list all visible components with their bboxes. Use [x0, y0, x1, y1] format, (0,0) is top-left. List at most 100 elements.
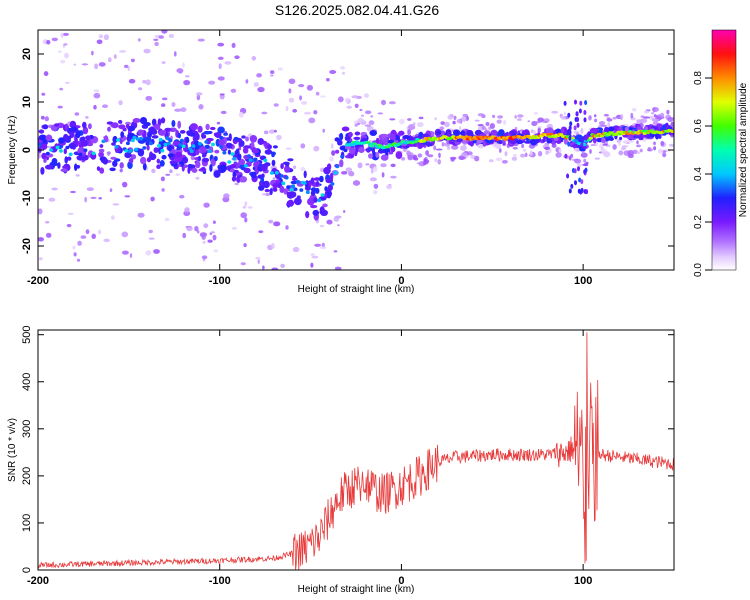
spectrogram-cell: [203, 130, 211, 135]
spectrogram-speckle: [271, 242, 275, 249]
spectrogram-speckle: [326, 219, 333, 225]
spectrogram-speckle: [161, 103, 166, 107]
spectrogram-speckle: [353, 120, 358, 125]
spectrogram-speckle: [320, 246, 327, 250]
spectrogram-cell: [143, 122, 151, 127]
spectrogram-cell: [312, 209, 320, 216]
snr-frame: [37, 329, 675, 571]
spectrogram-speckle: [447, 114, 454, 120]
spectrogram-cell: [177, 132, 181, 139]
snr-y-tick-label: 200: [21, 467, 33, 485]
spectrogram-cell: [201, 132, 205, 139]
spectrogram-cell: [319, 210, 323, 214]
spectrogram-ridge-cell: [134, 147, 139, 152]
spectrogram-speckle: [485, 121, 490, 127]
spectrogram-cell: [290, 180, 298, 185]
spectrogram-cell: [563, 138, 569, 145]
spectrogram-speckle: [65, 81, 70, 85]
spectrogram-speckle: [568, 155, 572, 161]
spectrogram-speckle: [589, 149, 592, 154]
spectrogram-speckle: [388, 101, 396, 105]
spectrogram-x-tick-label: -100: [209, 275, 231, 287]
spectrogram-cell: [398, 130, 405, 136]
spectrogram-cell: [75, 131, 81, 139]
spectrogram-speckle: [285, 225, 289, 230]
spectrogram-speckle: [488, 159, 494, 163]
spectrogram-cell: [186, 130, 193, 137]
spectrogram-speckle: [145, 95, 153, 101]
spectrogram-speckle: [477, 124, 484, 127]
spectrogram-speckle: [470, 154, 476, 159]
spectrogram-speckle: [466, 151, 473, 156]
colorbar-gradient: [711, 29, 737, 271]
spectrogram-cell: [38, 139, 43, 144]
spectrogram-cell: [225, 142, 233, 149]
spectrogram-speckle: [598, 121, 606, 126]
spectrogram-speckle: [203, 202, 210, 208]
spectrogram-speckle: [145, 79, 151, 86]
spectrogram-speckle: [444, 121, 450, 128]
spectrogram-speckle: [357, 117, 365, 124]
spectrogram-ridge-cell: [296, 180, 300, 184]
spectrogram-speckle: [73, 63, 77, 66]
spectrogram-cell: [234, 150, 240, 155]
spectrogram-cell: [151, 135, 159, 139]
spectrogram-cell: [252, 148, 259, 154]
snr-series-line: [38, 332, 674, 570]
spectrogram-speckle: [273, 103, 279, 107]
spectrogram-speckle: [438, 152, 441, 158]
spectrogram-speckle: [602, 143, 608, 146]
spectrogram-cell: [142, 162, 147, 171]
spectrogram-speckle: [318, 302, 323, 307]
spectrogram-speckle: [91, 233, 96, 239]
spectrogram-cell: [249, 135, 258, 143]
spectrogram-cell: [310, 204, 318, 209]
spectrogram-speckle: [517, 118, 522, 121]
spectrogram-cell: [335, 149, 340, 154]
spectrogram-speckle: [407, 129, 411, 136]
spectrogram-speckle: [268, 129, 275, 134]
spectrogram-speckle: [51, 37, 58, 42]
spectrogram-cell: [542, 138, 546, 143]
spectrogram-speckle: [223, 193, 230, 199]
spectrogram-speckle: [401, 156, 406, 161]
spectrogram-speckle: [632, 107, 637, 112]
spectrogram-ridge-cell: [247, 154, 251, 158]
spectrogram-speckle: [161, 97, 168, 101]
snr-y-tick-label: 400: [21, 373, 33, 391]
spectrogram-cell: [262, 180, 270, 189]
spectrogram-cell: [331, 150, 336, 156]
spectrogram-spike-cell: [574, 99, 577, 105]
spectrogram-cell: [223, 132, 229, 136]
spectrogram-ridge-cell: [335, 164, 340, 169]
spectrogram-spike-cell: [569, 121, 573, 127]
spectrogram-speckle: [231, 227, 237, 230]
spectrogram-speckle: [346, 105, 353, 109]
spectrogram-cell: [195, 160, 201, 169]
spectrogram-cell: [236, 153, 242, 161]
spectrogram-speckle: [580, 152, 588, 158]
spectrogram-speckle: [351, 95, 359, 99]
spectrogram-ridge-cell: [299, 188, 304, 192]
spectrogram-cell: [41, 143, 48, 150]
spectrogram-cell: [303, 170, 307, 179]
spectrogram-speckle: [66, 223, 72, 228]
spectrogram-cell: [286, 191, 291, 197]
spectrogram-cell: [264, 141, 268, 150]
spectrogram-speckle: [121, 250, 129, 255]
spectrogram-cell: [380, 154, 389, 161]
spectrogram-speckle: [343, 210, 346, 213]
spectrogram-cell: [218, 139, 226, 146]
spectrogram-speckle: [145, 250, 152, 256]
spectrogram-speckle: [128, 78, 136, 84]
spectrogram-ridge-cell: [166, 141, 171, 146]
spectrogram-cell: [596, 137, 603, 143]
snr-y-tick-label: 300: [21, 420, 33, 438]
spectrogram-speckle: [119, 50, 127, 53]
spectrogram-ridge-cell: [49, 148, 54, 152]
spectrogram-speckle: [46, 40, 51, 45]
spectrogram-cell: [40, 137, 48, 146]
spectrogram-speckle: [127, 66, 130, 71]
spectrogram-speckle: [434, 158, 438, 163]
spectrogram-speckle: [73, 252, 77, 257]
